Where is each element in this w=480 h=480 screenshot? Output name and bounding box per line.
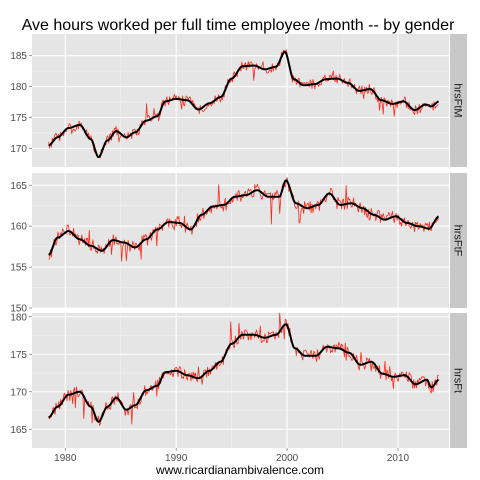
y-tick-label: 175 (10, 350, 27, 361)
x-tick-label: 2000 (276, 453, 299, 464)
series-line-smooth (48, 179, 440, 256)
y-tick-label: 150 (10, 304, 27, 315)
y-tick-label: 185 (10, 51, 27, 62)
panel-hrsFtM: 170 175 180 185 hrsFtM (10, 34, 467, 167)
y-tick-label: 160 (10, 222, 27, 233)
x-tick-label: 1980 (54, 453, 77, 464)
facet-strip-label: hrsFtM (452, 83, 464, 117)
series-line-smooth (48, 51, 439, 159)
series-line-raw (48, 312, 439, 426)
facet-strip (450, 313, 467, 448)
y-tick-label: 175 (10, 113, 27, 124)
x-tick-label: 2010 (387, 453, 410, 464)
y-tick-label: 155 (10, 263, 27, 274)
panels: 170175180185hrsFtM150155160165hrsFtF1651… (10, 34, 467, 448)
y-tick-label: 165 (10, 181, 27, 192)
panel-hrsFt: 165 170 175 180 hrsFt (10, 312, 467, 448)
chart-title: Ave hours worked per full time employee … (22, 17, 455, 34)
y-tick-label: 170 (10, 387, 27, 398)
panel-hrsFtF: 150 155 160 165 hrsFtF (10, 173, 467, 315)
y-tick-label: 170 (10, 144, 27, 155)
x-axis: 1980 1990 2000 2010 (54, 448, 410, 464)
y-tick-label: 180 (10, 82, 27, 93)
x-axis-label: www.ricardianambivalence.com (155, 463, 324, 477)
facet-strip (450, 34, 467, 167)
facet-strip-label: hrsFt (452, 368, 464, 393)
x-tick-label: 1990 (165, 453, 188, 464)
series-line-smooth (48, 323, 440, 423)
facet-strip (450, 173, 467, 308)
facet-strip-label: hrsFtF (452, 225, 464, 257)
y-tick-label: 165 (10, 425, 27, 436)
panel-background (32, 313, 449, 448)
y-tick-label: 180 (10, 312, 27, 323)
